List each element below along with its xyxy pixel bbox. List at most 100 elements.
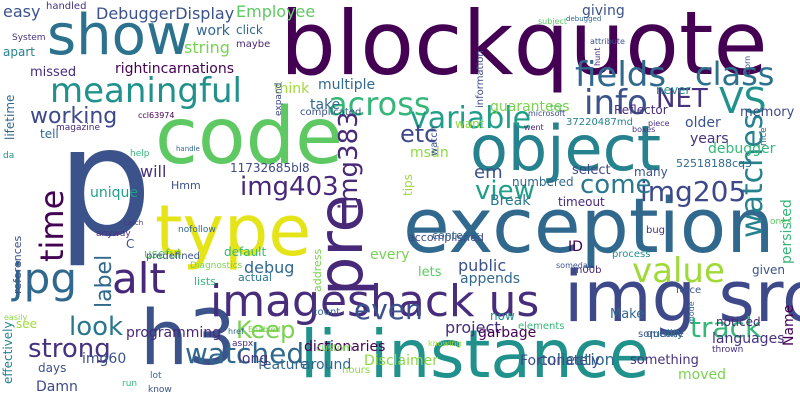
word: Hmm [171, 180, 201, 191]
word: appends [460, 272, 520, 286]
word: meaningful [50, 74, 242, 108]
word: rightincarnations [115, 62, 234, 76]
word: handle [176, 146, 200, 153]
word: timeout [558, 196, 605, 208]
word: hours [342, 366, 370, 376]
word: alt [112, 258, 166, 300]
word: debugged [566, 16, 601, 23]
word: unique [90, 186, 138, 200]
word: effectively [2, 321, 14, 384]
word: magazine [56, 124, 100, 133]
word: Fortunately [520, 354, 600, 368]
word: born [744, 56, 752, 74]
word: every [370, 248, 410, 262]
word: img60 [82, 352, 126, 366]
word: maybe [236, 40, 270, 50]
word: ones [770, 218, 791, 227]
word: lifetime [4, 95, 16, 140]
word: easily [4, 314, 27, 322]
word: time [36, 190, 68, 262]
word: process [612, 250, 650, 260]
word: long [238, 352, 268, 366]
word: persisted [780, 199, 794, 264]
word: Employee [236, 4, 315, 20]
word: li [300, 322, 337, 388]
word: references [12, 236, 23, 294]
word: custom [316, 344, 353, 354]
word: force [676, 286, 701, 296]
word: easy [3, 4, 40, 20]
word: lists [194, 276, 216, 287]
word: Damn [36, 380, 78, 394]
word: attribute [590, 38, 625, 46]
word: DebuggerDisplay [96, 6, 234, 22]
word: someone [638, 330, 684, 340]
word: ccl63974 [138, 112, 174, 120]
word: hunt [594, 48, 602, 66]
word: lets [418, 266, 441, 279]
word: went [524, 124, 544, 132]
word: 37220487md [566, 118, 633, 128]
word: contents [432, 230, 480, 241]
word: help [130, 150, 149, 159]
word: expand [275, 83, 284, 116]
word: Disclaimer [364, 354, 438, 368]
word: thrown [712, 346, 743, 355]
word: moved [678, 368, 726, 382]
word: Reflector [614, 104, 668, 116]
word: select [572, 164, 611, 177]
word: now [490, 310, 515, 322]
word: try [550, 104, 563, 113]
word: nofollow [178, 226, 216, 235]
word: elements [518, 322, 564, 332]
word: information [476, 50, 486, 108]
word: C [126, 238, 134, 250]
word: Break [490, 194, 530, 208]
word: click [236, 24, 263, 36]
word: count [312, 308, 340, 318]
word: memory [740, 106, 794, 119]
word: know [148, 386, 172, 395]
word: knowing [428, 340, 462, 348]
word: lot [150, 372, 162, 381]
word: img403 [240, 174, 339, 200]
word: ID [568, 240, 583, 254]
word: default [224, 246, 266, 258]
word: actual [238, 272, 272, 283]
word: run [122, 380, 137, 389]
word: want [455, 118, 484, 130]
word: bug [646, 226, 665, 236]
word: img383 [336, 111, 362, 210]
word: something [630, 354, 699, 367]
word: missed [30, 66, 76, 79]
word: 52518188cq3 [676, 158, 752, 169]
word: mode [688, 301, 696, 324]
word: languages [712, 332, 784, 346]
word: Make [610, 308, 644, 321]
word: href [228, 328, 244, 336]
word: Enabled [248, 326, 280, 334]
word: many [634, 166, 668, 178]
word: tips [402, 174, 414, 196]
word: subject [538, 18, 567, 26]
word: days [38, 362, 66, 374]
word: never [656, 84, 690, 96]
word: address [312, 249, 323, 292]
word: work [196, 24, 230, 38]
word: programming [126, 326, 221, 340]
word: catch [124, 220, 143, 227]
word: numbered [512, 176, 574, 188]
word: even [354, 296, 423, 324]
word: handled [46, 2, 86, 12]
word: complicated [300, 108, 361, 118]
word: nice [760, 127, 769, 146]
word: someday [556, 262, 593, 270]
word: anyway [96, 230, 131, 239]
word: label [94, 255, 116, 308]
word: da [3, 152, 14, 161]
word: noticed [716, 316, 761, 328]
word: Diagnostics [190, 262, 242, 271]
word: System [12, 34, 46, 43]
word: watch [430, 126, 440, 156]
